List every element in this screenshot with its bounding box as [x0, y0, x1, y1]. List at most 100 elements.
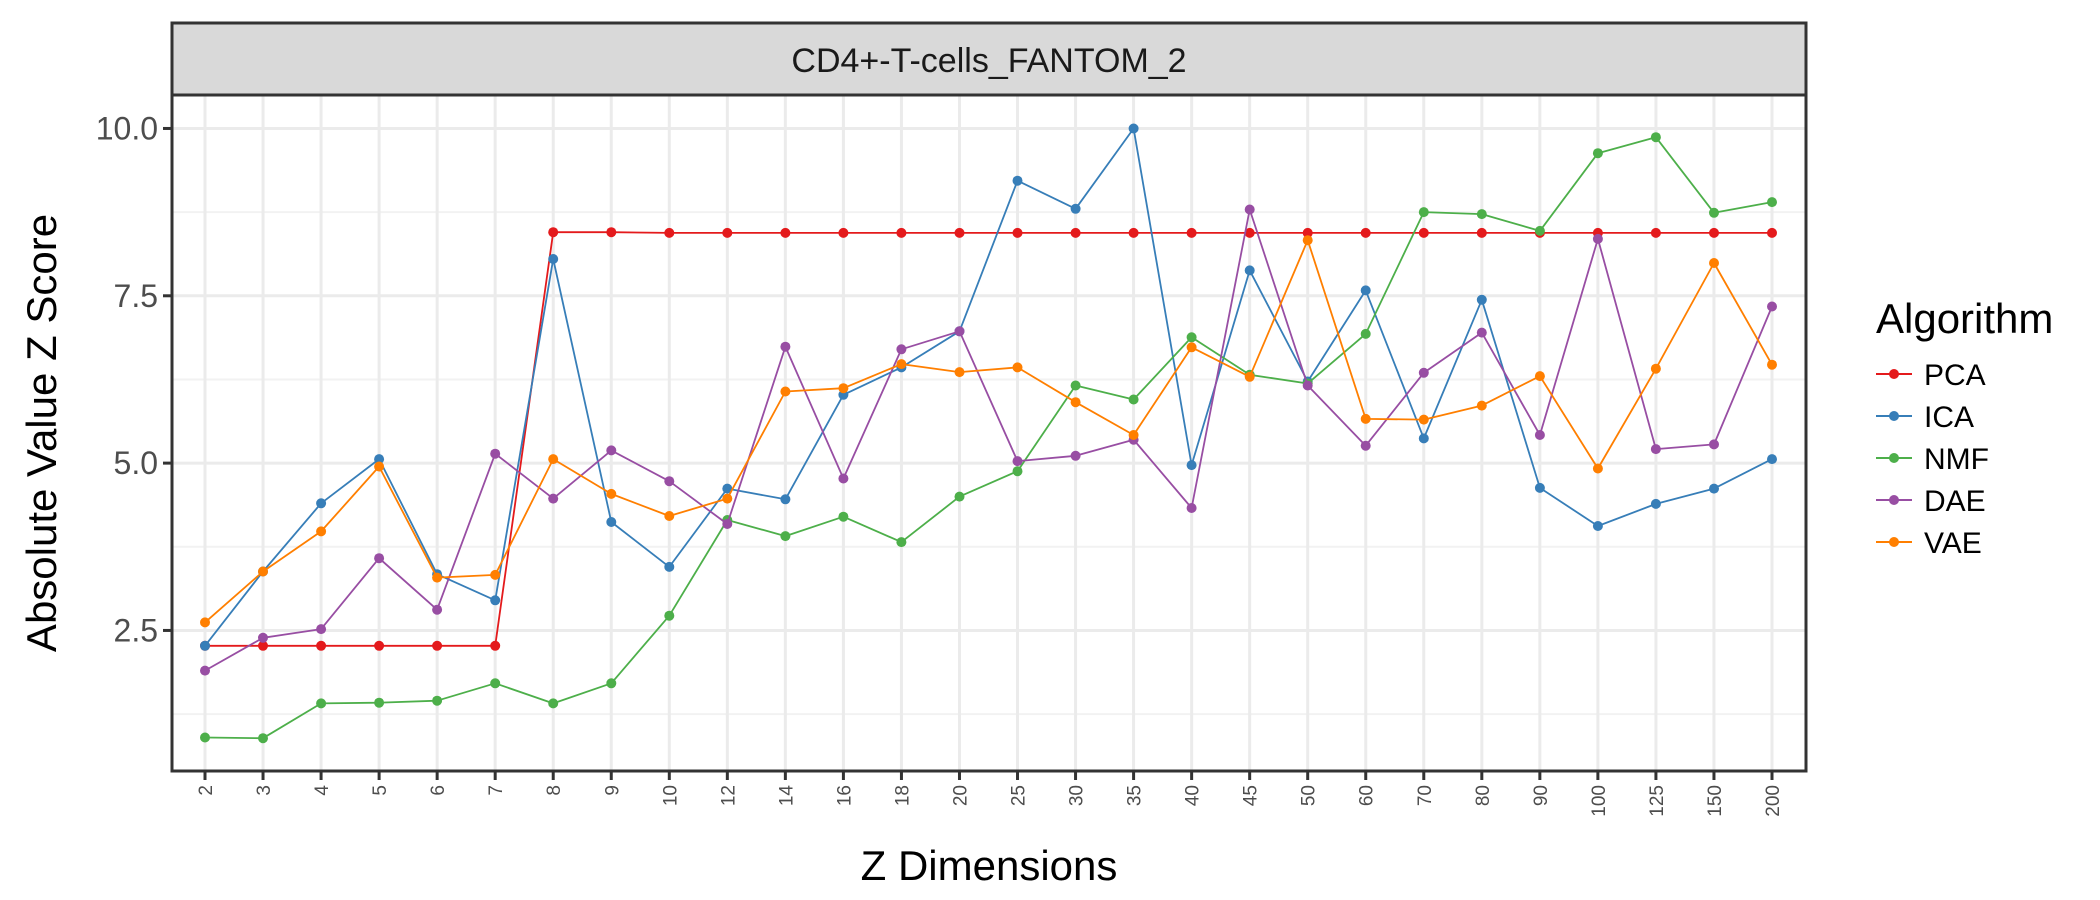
plot-border	[170, 93, 1808, 773]
data-point-ica	[780, 494, 791, 505]
data-point-nmf	[954, 491, 965, 502]
data-point-vae	[664, 511, 675, 521]
data-point-dae	[432, 604, 443, 615]
legend-label: DAE	[1924, 485, 1986, 518]
data-point-dae	[1534, 430, 1545, 440]
data-point-nmf	[838, 511, 849, 522]
data-point-vae	[1128, 430, 1139, 440]
data-point-vae	[780, 386, 791, 397]
data-point-vae	[1709, 258, 1719, 268]
x-tick-label: 45	[1241, 785, 1262, 806]
data-point-ica	[1128, 123, 1139, 134]
data-point-ica	[1360, 285, 1371, 296]
legend-item-pca: PCA	[1876, 359, 1986, 392]
facet-title: CD4+-T-cells_FANTOM_2	[791, 42, 1186, 80]
data-point-vae	[1534, 371, 1545, 382]
x-tick-label: 2	[196, 785, 217, 796]
data-point-vae	[722, 493, 733, 504]
x-tick-label: 3	[254, 785, 275, 796]
data-point-pca	[1244, 227, 1255, 238]
x-tick-label: 18	[892, 785, 913, 806]
x-tick-label: 40	[1183, 785, 1204, 806]
data-point-dae	[954, 326, 965, 337]
legend-label: ICA	[1924, 401, 1974, 434]
y-axis-title: Absolute Value Z Score	[18, 214, 65, 652]
legend-item-dae: DAE	[1876, 485, 1986, 518]
data-point-pca	[1709, 227, 1719, 238]
series-layer	[200, 123, 1777, 744]
data-point-dae	[374, 553, 385, 564]
data-point-dae	[1650, 444, 1661, 455]
data-point-nmf	[1128, 394, 1139, 405]
data-point-ica	[1592, 521, 1603, 531]
data-point-nmf	[316, 698, 327, 709]
data-point-pca	[838, 227, 849, 238]
data-point-pca	[316, 640, 327, 651]
data-point-vae	[374, 461, 385, 472]
data-point-pca	[1128, 227, 1139, 238]
legend-title: Algorithm	[1876, 295, 2053, 342]
data-point-pca	[1070, 227, 1081, 238]
data-point-ica	[1418, 433, 1429, 444]
data-point-dae	[316, 624, 327, 635]
data-point-pca	[722, 227, 733, 238]
x-tick-label: 16	[834, 785, 855, 806]
data-point-ica	[1012, 175, 1023, 186]
x-tick-label: 100	[1589, 785, 1610, 817]
data-point-vae	[316, 526, 327, 537]
data-point-pca	[1302, 227, 1313, 238]
plot-panel	[172, 95, 1806, 771]
data-point-vae	[1070, 397, 1081, 408]
data-point-ica	[200, 640, 210, 651]
data-point-dae	[896, 344, 907, 355]
legend-label: PCA	[1924, 359, 1986, 392]
data-point-dae	[1476, 327, 1487, 338]
x-tick-label: 5	[370, 785, 391, 796]
y-tick-label: 7.5	[114, 278, 158, 314]
data-point-vae	[1012, 362, 1023, 373]
data-point-ica	[1070, 203, 1081, 214]
legend-item-ica: ICA	[1876, 401, 1974, 434]
data-point-ica	[664, 561, 675, 572]
x-tick-label: 30	[1067, 785, 1088, 806]
data-point-pca	[780, 227, 791, 238]
data-point-dae	[1070, 450, 1081, 461]
data-point-nmf	[1650, 132, 1661, 143]
data-point-pca	[548, 227, 559, 238]
x-tick-label: 10	[660, 785, 681, 806]
data-point-nmf	[374, 697, 385, 708]
x-tick-label: 7	[486, 785, 507, 796]
legend: Algorithm PCA ICA NMF DAE VAE	[1876, 295, 2053, 560]
x-tick-label: 12	[718, 785, 739, 806]
data-point-vae	[548, 454, 559, 465]
data-point-nmf	[1012, 466, 1023, 477]
x-axis: 2 3 4 5 6 7 8 9 10 12 14 16 18 20 25 30 35 40 45 50 60 70 80 90…	[196, 771, 1784, 817]
series-vae	[200, 235, 1777, 628]
data-point-nmf	[1070, 380, 1081, 391]
data-point-dae	[664, 476, 675, 487]
data-point-vae	[838, 383, 849, 394]
series-line-pca	[205, 231, 1772, 647]
data-point-pca	[954, 227, 965, 238]
legend-key-point	[1889, 411, 1899, 421]
data-point-dae	[258, 632, 268, 643]
data-point-nmf	[1767, 197, 1777, 208]
data-point-dae	[838, 473, 849, 484]
data-point-vae	[1767, 359, 1777, 370]
grid-minor	[172, 211, 1806, 716]
data-point-ica	[1709, 483, 1719, 494]
series-line-dae	[204, 208, 1773, 672]
legend-key-point	[1889, 495, 1899, 505]
y-tick-label: 5.0	[114, 445, 158, 481]
data-point-dae	[1592, 233, 1603, 244]
data-point-dae	[1709, 439, 1719, 450]
x-tick-label: 60	[1357, 785, 1378, 806]
data-point-dae	[1418, 367, 1429, 378]
data-point-ica	[722, 483, 733, 494]
legend-item-nmf: NMF	[1876, 443, 1989, 476]
data-point-dae	[200, 665, 210, 676]
data-point-dae	[780, 341, 791, 352]
data-point-vae	[954, 367, 965, 378]
data-point-ica	[1476, 294, 1487, 305]
